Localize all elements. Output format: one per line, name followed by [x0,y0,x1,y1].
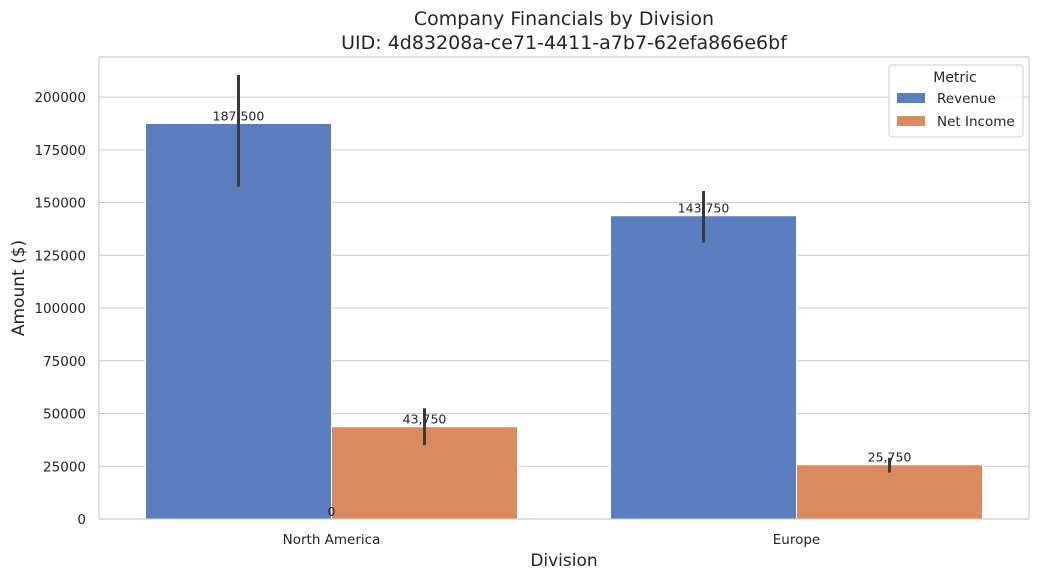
y-tick-label: 200000 [34,90,86,106]
error-bars [237,74,891,473]
legend-items: Revenue Net Income [897,91,1015,130]
bar-value-label: 43,750 [403,412,447,427]
bar-value-label: 25,750 [868,450,912,465]
y-tick-label: 175000 [34,143,86,159]
chart-subtitle: UID: 4d83208a-ce71-4411-a7b7-62efa866e6b… [341,32,788,54]
x-tick-label: Europe [773,532,820,548]
chart-title: Company Financials by Division [414,8,714,30]
plot-frame [98,56,1030,520]
legend: Metric Revenue Net Income [888,64,1024,138]
legend-entry: Net Income [937,114,1015,130]
bar-value-label: 187,500 [213,108,265,123]
y-tick-label: 100000 [34,301,86,317]
y-tick-label: 150000 [34,196,86,212]
y-tick-label: 25000 [43,459,86,475]
legend-entry: Revenue [937,91,996,107]
bar-labels: 187,500 143,750 43,750 25,750 0 [213,108,912,519]
y-tick-label: 125000 [34,248,86,264]
y-tick-label: 50000 [43,407,86,423]
y-tick-label: 75000 [43,354,86,370]
y-tick-label: 0 [77,512,86,528]
x-tick-labels: North America Europe [283,532,821,548]
legend-swatch [897,116,925,126]
bar [145,122,332,520]
bar [610,215,797,520]
y-tick-labels: 0 25000 50000 75000 100000 125000 150000 175000… [34,90,86,528]
x-axis-label: Division [530,551,597,571]
annotation-label: 0 [328,504,336,519]
bar-value-label: 143,750 [678,201,730,216]
legend-swatch [897,93,925,103]
y-axis-label: Amount ($) [9,240,29,336]
legend-title: Metric [933,70,977,86]
bar [796,464,983,520]
x-tick-label: North America [283,532,381,548]
